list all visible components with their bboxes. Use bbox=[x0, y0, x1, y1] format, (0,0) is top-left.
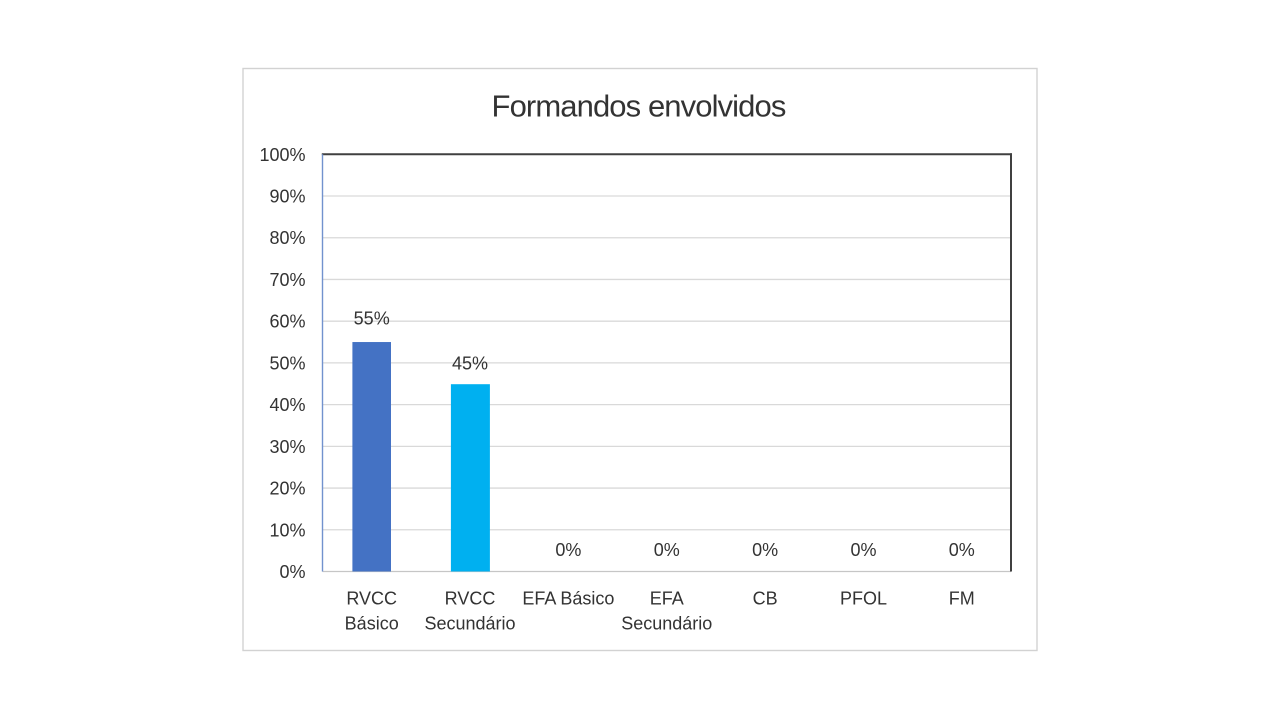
svg-text:0%: 0% bbox=[850, 540, 876, 560]
svg-text:70%: 70% bbox=[269, 270, 305, 290]
svg-text:80%: 80% bbox=[269, 228, 305, 248]
svg-text:0%: 0% bbox=[949, 540, 975, 560]
svg-text:40%: 40% bbox=[269, 395, 305, 415]
svg-text:90%: 90% bbox=[269, 187, 305, 207]
svg-text:20%: 20% bbox=[269, 479, 305, 499]
svg-text:Formandos envolvidos: Formandos envolvidos bbox=[492, 89, 786, 124]
svg-text:45%: 45% bbox=[452, 353, 488, 373]
svg-text:30%: 30% bbox=[269, 437, 305, 457]
svg-text:Básico: Básico bbox=[345, 614, 399, 634]
svg-text:55%: 55% bbox=[354, 309, 390, 329]
svg-text:EFA: EFA bbox=[650, 589, 684, 609]
svg-text:50%: 50% bbox=[269, 353, 305, 373]
svg-text:EFA Básico: EFA Básico bbox=[522, 589, 614, 609]
svg-text:PFOL: PFOL bbox=[840, 589, 887, 609]
svg-text:RVCC: RVCC bbox=[445, 589, 496, 609]
svg-text:0%: 0% bbox=[654, 540, 680, 560]
svg-text:Secundário: Secundário bbox=[621, 614, 712, 634]
svg-text:RVCC: RVCC bbox=[346, 589, 397, 609]
svg-text:0%: 0% bbox=[279, 562, 305, 582]
svg-text:60%: 60% bbox=[269, 312, 305, 332]
svg-text:0%: 0% bbox=[752, 540, 778, 560]
svg-text:10%: 10% bbox=[269, 520, 305, 540]
svg-text:Secundário: Secundário bbox=[424, 614, 515, 634]
svg-text:FM: FM bbox=[949, 589, 975, 609]
svg-text:CB: CB bbox=[753, 589, 778, 609]
svg-text:0%: 0% bbox=[555, 540, 581, 560]
svg-text:100%: 100% bbox=[259, 145, 305, 165]
